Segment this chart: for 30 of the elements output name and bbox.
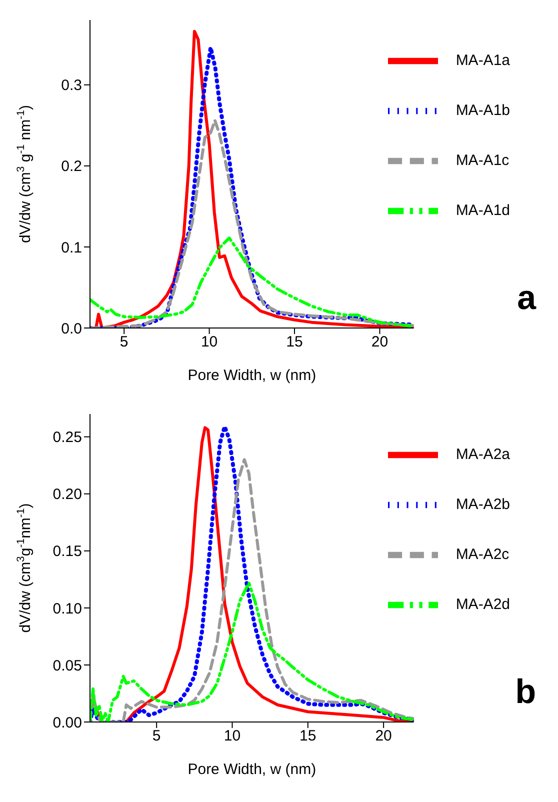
text: a [517, 279, 536, 318]
x-tick-label: 10 [224, 728, 241, 745]
x-tick-label: 10 [200, 334, 218, 351]
legend-label: MA-A2c [456, 546, 510, 563]
y-tick-label: 0.05 [52, 657, 82, 674]
x-axis-title: Pore Width, w (nm) [188, 367, 316, 384]
x-tick-label: 20 [371, 334, 388, 351]
legend-label: MA-A2d [456, 596, 510, 613]
legend-label: MA-A1a [456, 52, 510, 69]
x-tick-label: 20 [375, 728, 392, 745]
y-tick-label: 0.25 [52, 429, 82, 446]
legend-label: MA-A2a [456, 446, 510, 463]
legend-label: MA-A1b [456, 102, 510, 119]
y-tick-label: 0.10 [52, 600, 82, 618]
y-tick-label: 0.3 [61, 77, 82, 94]
x-tick-label: 15 [286, 334, 303, 351]
legend-label: MA-A1c [456, 152, 510, 169]
y-tick-label: 0.20 [52, 486, 82, 504]
legend-label: MA-A2b [456, 496, 510, 513]
legend-label: MA-A1d [456, 202, 510, 219]
x-tick-label: 5 [152, 728, 161, 745]
text: b [515, 673, 536, 712]
y-tick-label: 0.15 [52, 543, 82, 560]
y-tick-label: 0.00 [52, 714, 82, 732]
x-tick-label: 15 [300, 728, 316, 745]
y-tick-label: 0.1 [61, 239, 82, 256]
y-tick-label: 0.2 [61, 158, 82, 176]
y-tick-label: 0.0 [61, 320, 82, 338]
x-axis-title: Pore Width, w (nm) [188, 761, 316, 778]
x-tick-label: 5 [120, 334, 128, 351]
